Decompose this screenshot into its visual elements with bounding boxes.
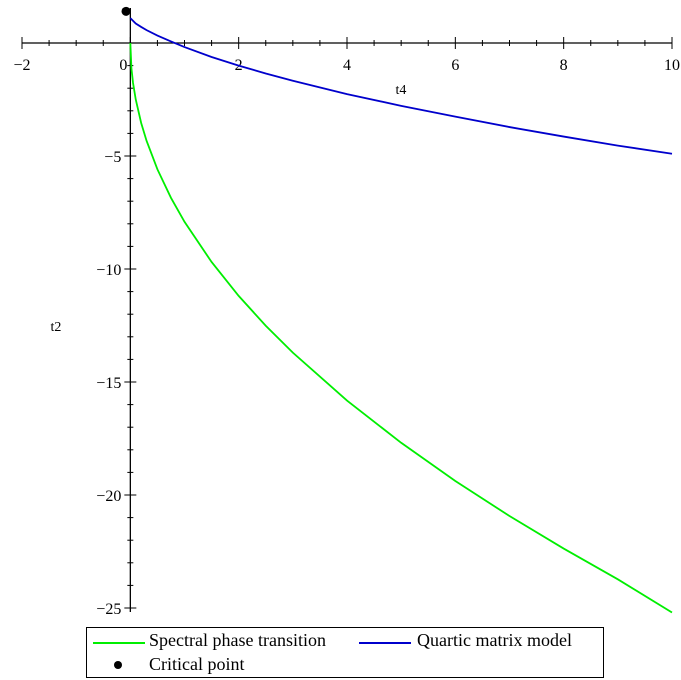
y-tick-label: −15	[96, 375, 121, 392]
legend: Spectral phase transition Quartic matrix…	[86, 627, 604, 678]
y-tick-label: −25	[96, 601, 121, 618]
y-tick-label: −5	[104, 149, 121, 166]
x-tick-label: 0	[119, 57, 127, 74]
legend-dot-critical	[114, 661, 122, 669]
legend-label-quartic: Quartic matrix model	[417, 630, 572, 650]
legend-label-critical: Critical point	[149, 654, 245, 674]
legend-line-quartic	[359, 642, 411, 644]
y-axis-title: t2	[51, 320, 62, 335]
x-tick-label: −2	[13, 57, 30, 74]
legend-line-spectral	[93, 642, 145, 644]
x-tick-label: 8	[560, 57, 568, 74]
x-tick-label: 6	[451, 57, 459, 74]
x-axis-title: t4	[396, 83, 407, 98]
series-quartic-matrix-model	[129, 17, 673, 155]
x-tick-label: 4	[343, 57, 351, 74]
legend-label-spectral: Spectral phase transition	[149, 630, 326, 650]
y-tick-label: −10	[96, 262, 121, 279]
y-tick-label: −20	[96, 488, 121, 505]
series-spectral-phase-transition	[129, 42, 673, 614]
critical-point-marker	[121, 6, 131, 16]
x-tick-label: 10	[664, 57, 680, 74]
